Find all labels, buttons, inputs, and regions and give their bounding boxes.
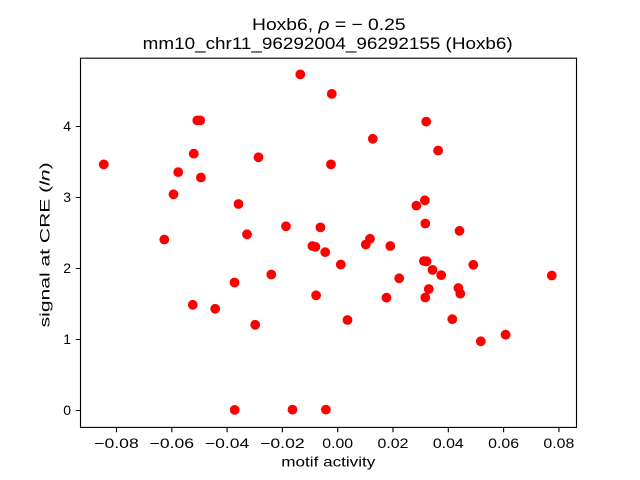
svg-text:0.08: 0.08 — [543, 435, 574, 451]
svg-text:2: 2 — [63, 260, 71, 276]
svg-text:signal at CRE (ln): signal at CRE (ln) — [36, 162, 52, 327]
svg-text:0.04: 0.04 — [433, 435, 464, 451]
svg-text:0.00: 0.00 — [322, 435, 353, 451]
svg-text:−0.08: −0.08 — [94, 435, 139, 451]
svg-text:motif activity: motif activity — [281, 454, 375, 470]
svg-text:mm10_chr11_96292004_96292155 (: mm10_chr11_96292004_96292155 (Hoxb6) — [143, 34, 513, 53]
svg-text:−0.06: −0.06 — [150, 435, 195, 451]
svg-text:0.02: 0.02 — [378, 435, 409, 451]
svg-text:−0.02: −0.02 — [260, 435, 305, 451]
svg-text:3: 3 — [63, 189, 71, 205]
svg-text:1: 1 — [63, 331, 71, 347]
svg-text:4: 4 — [63, 118, 71, 134]
svg-text:0: 0 — [63, 402, 71, 418]
svg-text:−0.04: −0.04 — [205, 435, 250, 451]
svg-text:0.06: 0.06 — [488, 435, 519, 451]
svg-text:Hoxb6, ρ = − 0.25: Hoxb6, ρ = − 0.25 — [252, 15, 406, 34]
